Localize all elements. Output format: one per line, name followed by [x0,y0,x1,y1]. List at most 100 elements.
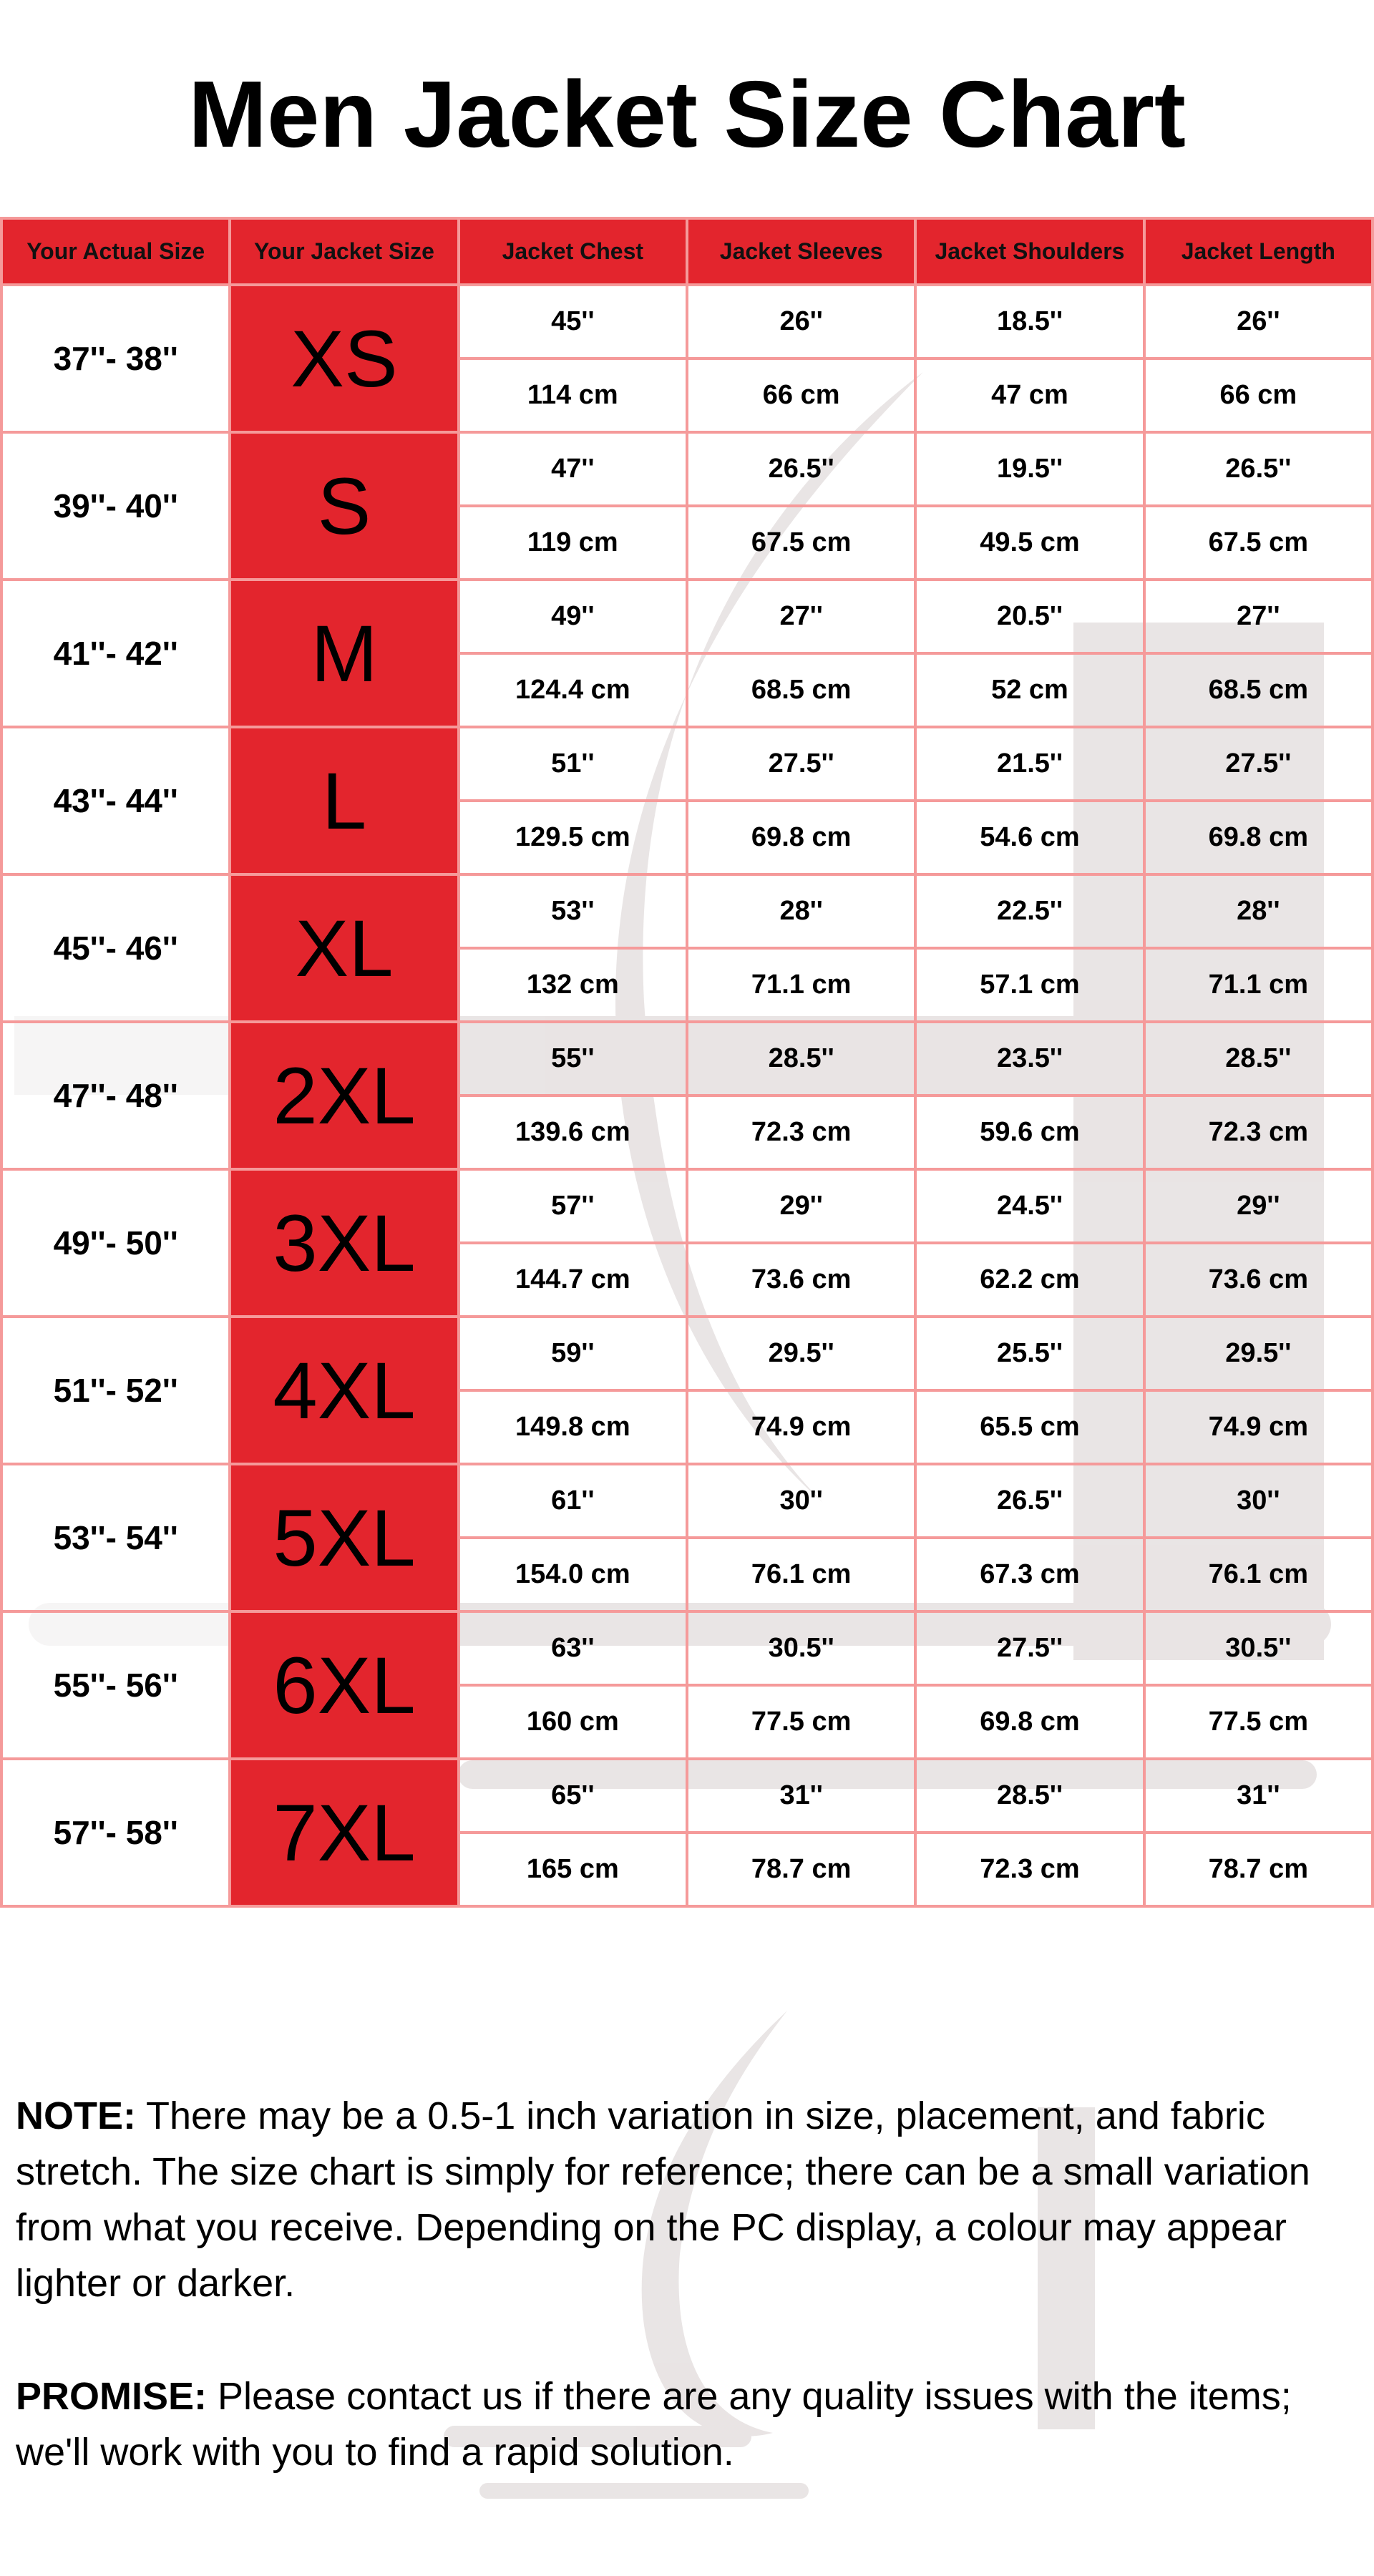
cm-value-cell: 72.3 cm [914,1831,1146,1908]
inch-value-cell: 29'' [685,1168,917,1244]
table-row-cm: 165 cm 78.7 cm 72.3 cm 78.7 cm [1,1831,1374,1908]
cm-value-cell: 77.5 cm [685,1684,917,1760]
inch-value-cell: 26.5'' [685,431,917,507]
cm-value-cell: 59.6 cm [914,1094,1146,1171]
inch-value-cell: 21.5'' [914,726,1146,802]
table-row-inches: 51''- 52'' 4XL 59'' 29.5'' 25.5'' 29.5'' [0,1315,1374,1465]
table-row-inches: 53''- 54'' 5XL 61'' 30'' 26.5'' 30'' [0,1463,1374,1613]
inch-value-cell: 26.5'' [914,1463,1146,1539]
inch-value-cell: 31'' [685,1757,917,1834]
inch-value-cell: 65'' [457,1757,688,1834]
inch-value-cell: 55'' [457,1020,688,1097]
cm-value-cell: 74.9 cm [685,1389,917,1465]
cm-value-cell: 65.5 cm [914,1389,1146,1465]
cm-value-cell: 149.8 cm [457,1389,688,1465]
table-row-inches: 37''- 38'' XS 45'' 26'' 18.5'' 26'' [0,283,1374,434]
cm-value-cell: 144.7 cm [457,1241,688,1318]
inch-value-cell: 30'' [1142,1463,1374,1539]
actual-size-cell: 41''- 42'' [0,578,232,728]
inch-value-cell: 29.5'' [1142,1315,1374,1392]
inch-value-cell: 59'' [457,1315,688,1392]
cm-value-cell: 68.5 cm [1142,652,1374,728]
note-paragraph: NOTE: There may be a 0.5-1 inch variatio… [16,2088,1361,2311]
promise-text: Please contact us if there are any quali… [16,2375,1292,2474]
actual-size-cell: 37''- 38'' [0,283,232,434]
table-row-inches: 39''- 40'' S 47'' 26.5'' 19.5'' 26.5'' [0,431,1374,581]
table-row-inches: 43''- 44'' L 51'' 27.5'' 21.5'' 27.5'' [0,726,1374,876]
jacket-size-cell: XL [228,873,460,1023]
inch-value-cell: 28.5'' [1142,1020,1374,1097]
inch-value-cell: 27.5'' [914,1610,1146,1687]
jacket-size-cell: 7XL [228,1757,460,1908]
cm-value-cell: 47 cm [914,357,1146,434]
inch-value-cell: 57'' [457,1168,688,1244]
cm-value-cell: 77.5 cm [1142,1684,1374,1760]
cm-value-cell: 132 cm [457,947,688,1023]
table-row-inches: 49''- 50'' 3XL 57'' 29'' 24.5'' 29'' [0,1168,1374,1318]
inch-value-cell: 53'' [457,873,688,950]
inch-value-cell: 19.5'' [914,431,1146,507]
actual-size-cell: 47''- 48'' [0,1020,232,1171]
cm-value-cell: 52 cm [914,652,1146,728]
cm-value-cell: 72.3 cm [685,1094,917,1171]
actual-size-cell: 51''- 52'' [0,1315,232,1465]
column-header: Your Actual Size [0,217,232,286]
inch-value-cell: 30.5'' [1142,1610,1374,1687]
notes-section: NOTE: There may be a 0.5-1 inch variatio… [16,2088,1361,2537]
cm-value-cell: 67.5 cm [1142,504,1374,581]
cm-value-cell: 114 cm [457,357,688,434]
promise-label: PROMISE: [16,2375,208,2418]
cm-value-cell: 67.5 cm [685,504,917,581]
cm-value-cell: 49.5 cm [914,504,1146,581]
inch-value-cell: 25.5'' [914,1315,1146,1392]
actual-size-cell: 45''- 46'' [0,873,232,1023]
cm-value-cell: 71.1 cm [1142,947,1374,1023]
inch-value-cell: 45'' [457,283,688,360]
inch-value-cell: 47'' [457,431,688,507]
inch-value-cell: 49'' [457,578,688,655]
table-row-inches: 45''- 46'' XL 53'' 28'' 22.5'' 28'' [0,873,1374,1023]
jacket-size-cell: 3XL [228,1168,460,1318]
inch-value-cell: 26'' [685,283,917,360]
table-row-inches: 55''- 56'' 6XL 63'' 30.5'' 27.5'' 30.5'' [0,1610,1374,1760]
cm-value-cell: 54.6 cm [914,799,1146,876]
inch-value-cell: 24.5'' [914,1168,1146,1244]
actual-size-cell: 39''- 40'' [0,431,232,581]
cm-value-cell: 69.8 cm [1142,799,1374,876]
cm-value-cell: 160 cm [457,1684,688,1760]
jacket-size-cell: L [228,726,460,876]
cm-value-cell: 66 cm [685,357,917,434]
column-header: Jacket Length [1142,217,1374,286]
inch-value-cell: 28'' [1142,873,1374,950]
cm-value-cell: 73.6 cm [1142,1241,1374,1318]
jacket-size-cell: 4XL [228,1315,460,1465]
inch-value-cell: 20.5'' [914,578,1146,655]
inch-value-cell: 28'' [685,873,917,950]
cm-value-cell: 165 cm [457,1831,688,1908]
inch-value-cell: 23.5'' [914,1020,1146,1097]
table-row-cm: 160 cm 77.5 cm 69.8 cm 77.5 cm [1,1684,1374,1760]
cm-value-cell: 66 cm [1142,357,1374,434]
cm-value-cell: 72.3 cm [1142,1094,1374,1171]
column-header: Jacket Shoulders [914,217,1146,286]
jacket-size-cell: S [228,431,460,581]
column-header: Jacket Chest [457,217,688,286]
cm-value-cell: 139.6 cm [457,1094,688,1171]
inch-value-cell: 61'' [457,1463,688,1539]
jacket-size-cell: M [228,578,460,728]
inch-value-cell: 30.5'' [685,1610,917,1687]
inch-value-cell: 27.5'' [1142,726,1374,802]
jacket-size-cell: 2XL [228,1020,460,1171]
cm-value-cell: 129.5 cm [457,799,688,876]
inch-value-cell: 51'' [457,726,688,802]
note-text: There may be a 0.5-1 inch variation in s… [16,2094,1310,2305]
inch-value-cell: 28.5'' [914,1757,1146,1834]
column-header: Jacket Sleeves [685,217,917,286]
actual-size-cell: 49''- 50'' [0,1168,232,1318]
cm-value-cell: 119 cm [457,504,688,581]
cm-value-cell: 74.9 cm [1142,1389,1374,1465]
inch-value-cell: 18.5'' [914,283,1146,360]
inch-value-cell: 63'' [457,1610,688,1687]
size-chart-table: Your Actual Size Your Jacket Size Jacket C… [0,217,1374,1908]
cm-value-cell: 76.1 cm [1142,1536,1374,1613]
